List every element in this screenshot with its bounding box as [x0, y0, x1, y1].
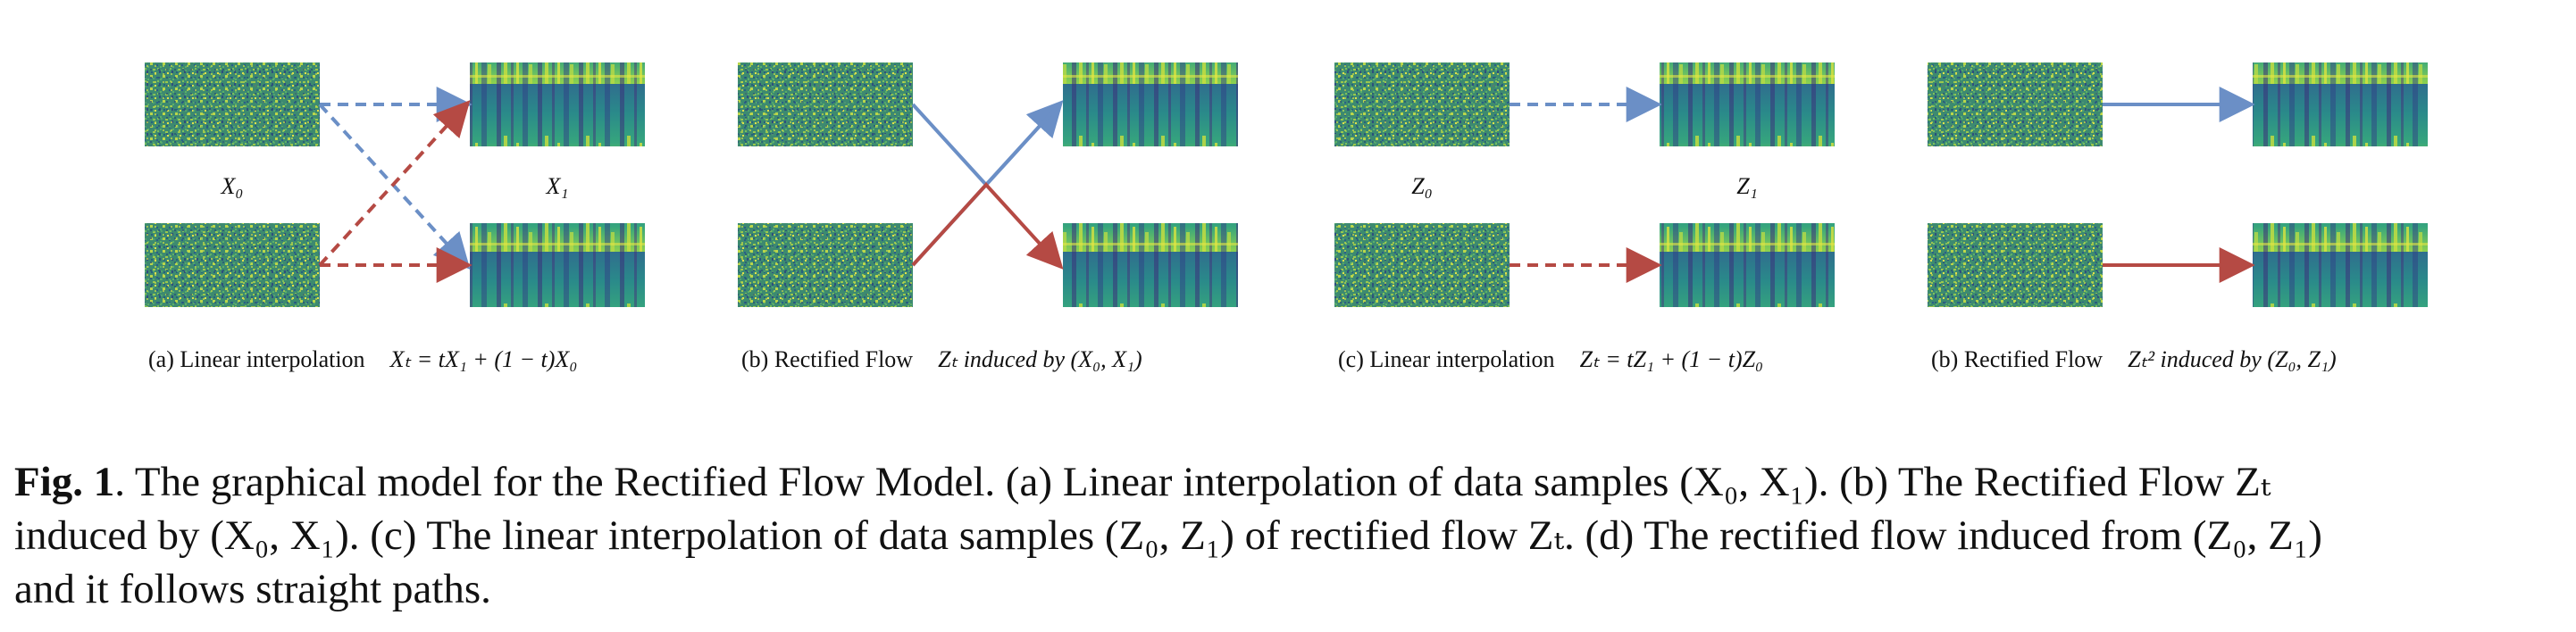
panel-a-source-bottom-texture: [145, 223, 320, 307]
panel-d-source-bottom-texture: [1928, 223, 2103, 307]
figure-caption: Fig. 1. The graphical model for the Rect…: [14, 455, 2562, 616]
panel-b-rectified-path-red: [911, 182, 1064, 270]
caption-line-2: induced by (X₀, X₁). (c) The linear inte…: [14, 512, 2322, 559]
panel-b-target-top: [1063, 62, 1238, 146]
panel-d-subcaption-math: Zₜ² induced by (Z₀, Z₁): [2128, 346, 2337, 372]
panel-a-source-label: X₀: [221, 173, 244, 199]
panel-d-subcaption: (b) Rectified Flow Zₜ² induced by (Z₀, Z₁…: [1931, 346, 2337, 373]
caption-line-1: . The graphical model for the Rectified …: [114, 459, 2271, 505]
panel-a-target-bottom: [470, 223, 645, 307]
panel-c-subcaption-text: (c) Linear interpolation: [1338, 346, 1555, 372]
figure-graphics: [145, 62, 2428, 307]
panel-a-subcaption: (a) Linear interpolation Xₜ = tX₁ + (1 − …: [148, 346, 577, 373]
panel-c-target-bottom: [1660, 223, 1835, 307]
panel-b-source-top-texture: [738, 62, 913, 146]
caption-line-3: and it follows straight paths.: [14, 566, 491, 612]
panel-a-arrow-bottom-top: [318, 100, 471, 267]
panel-c-subcaption-math: Zₜ = tZ₁ + (1 − t)Z₀: [1579, 346, 1764, 372]
panel-c-source-bottom-texture: [1334, 223, 1510, 307]
panel-b-rectified-path-blue: [911, 100, 1064, 187]
panel-a-target-top: [470, 62, 645, 146]
panel-b-subcaption: (b) Rectified Flow Zₜ induced by (X₀, X₁): [741, 346, 1142, 373]
caption-figure-label: Fig. 1: [14, 459, 115, 505]
panel-d-target-top: [2253, 62, 2428, 146]
panel-a-source-top-texture: [145, 62, 320, 146]
panel-c-target-top: [1660, 62, 1835, 146]
panel-d-source-top-texture: [1928, 62, 2103, 146]
panel-b-subcaption-math: Zₜ induced by (X₀, X₁): [938, 346, 1142, 372]
panel-c-source-top-texture: [1334, 62, 1510, 146]
panel-d-subcaption-text: (b) Rectified Flow: [1931, 346, 2103, 372]
panel-a-target-label: X₁: [546, 173, 569, 199]
panel-d-target-bottom: [2253, 223, 2428, 307]
panel-b-subcaption-text: (b) Rectified Flow: [741, 346, 914, 372]
panel-b-target-bottom: [1063, 223, 1238, 307]
figure: X₀ X₁ (a) Linear interpolation Xₜ = tX₁ + (…: [145, 62, 2428, 373]
panel-c-source-label: Z₀: [1411, 173, 1433, 199]
panel-a-subcaption-text: (a) Linear interpolation: [148, 346, 365, 372]
panel-c-subcaption: (c) Linear interpolation Zₜ = tZ₁ + (1 − …: [1338, 346, 1763, 373]
panel-a-subcaption-math: Xₜ = tX₁ + (1 − t)X₀: [389, 346, 578, 372]
panel-c-target-label: Z₁: [1736, 173, 1758, 199]
panel-b-source-bottom-texture: [738, 223, 913, 307]
